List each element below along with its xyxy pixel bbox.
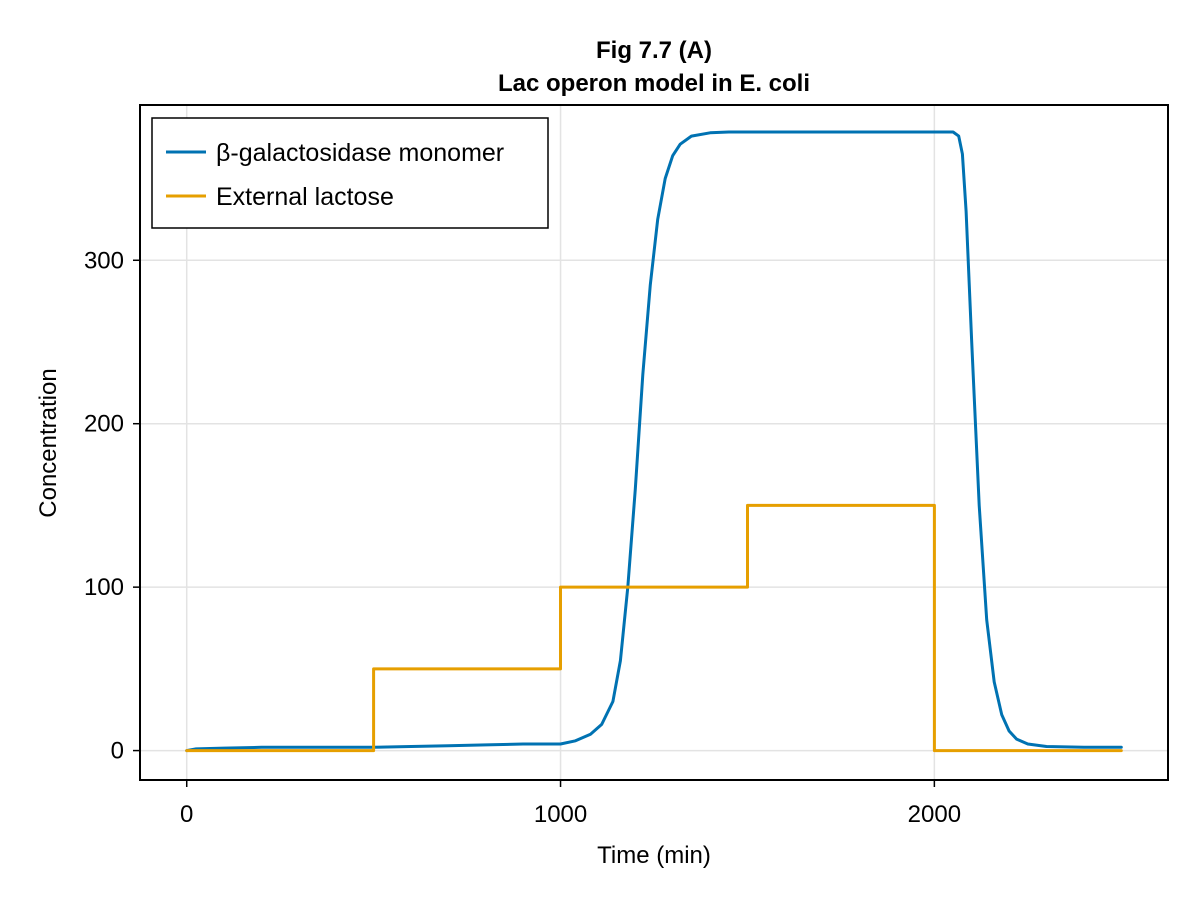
chart-subtitle: Lac operon model in E. coli	[498, 70, 810, 97]
x-axis-label: Time (min)	[597, 842, 711, 869]
axis-ticks: 0 1000 2000 0 100 200 300	[84, 247, 961, 828]
plot-series	[185, 130, 1123, 753]
y-tick-label-0: 0	[111, 738, 124, 765]
legend: β-galactosidase monomer External lactose	[151, 117, 549, 229]
y-axis-label: Concentration	[35, 368, 62, 517]
chart-title: Fig 7.7 (A)	[596, 37, 712, 64]
legend-label-beta-galactosidase: β-galactosidase monomer	[216, 139, 504, 167]
series-line-beta-galactosidase	[185, 130, 1123, 753]
x-tick-label-0: 0	[180, 801, 193, 828]
plot-frame	[139, 104, 1169, 781]
legend-box	[151, 117, 549, 229]
legend-label-external-lactose: External lactose	[216, 183, 394, 211]
y-tick-label-2: 200	[84, 411, 124, 438]
y-tick-label-3: 300	[84, 247, 124, 274]
y-tick-label-1: 100	[84, 574, 124, 601]
x-tick-label-2: 2000	[908, 801, 961, 828]
x-tick-label-1: 1000	[534, 801, 587, 828]
series-line-external-lactose	[185, 503, 1123, 753]
